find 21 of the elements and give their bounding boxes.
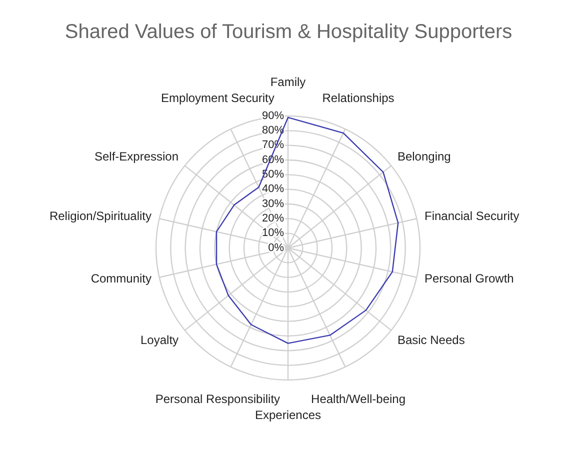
spoke-label: Community: [90, 271, 152, 286]
spoke-label: Family: [270, 75, 306, 89]
spoke-label: Self-Expression: [94, 150, 179, 164]
y-tick-label: 40%: [262, 183, 284, 196]
y-tick-label: 10%: [262, 227, 284, 240]
y-tick-label: 30%: [262, 198, 284, 210]
spoke-label: Basic Needs: [397, 333, 465, 348]
chart-title: Shared Values of Tourism & Hospitality Supporters: [64, 21, 512, 43]
spoke-label: Personal Growth: [424, 271, 514, 286]
spoke-label: Personal Responsibility: [155, 392, 280, 406]
y-tick-label: 90%: [262, 110, 284, 122]
spoke-label: Experiences: [254, 408, 322, 422]
spoke-label: Loyalty: [140, 333, 179, 348]
spoke-label: Belonging: [397, 150, 451, 164]
spoke-label: Employment Security: [161, 91, 274, 106]
spoke-label: Health/Well-being: [311, 392, 406, 406]
spoke-label: Financial Security: [424, 209, 520, 224]
spoke-label: Religion/Spirituality: [49, 209, 152, 224]
y-tick-label: 20%: [262, 212, 284, 225]
spoke-label: Relationships: [322, 91, 394, 106]
y-tick-label: 0%: [268, 242, 284, 254]
